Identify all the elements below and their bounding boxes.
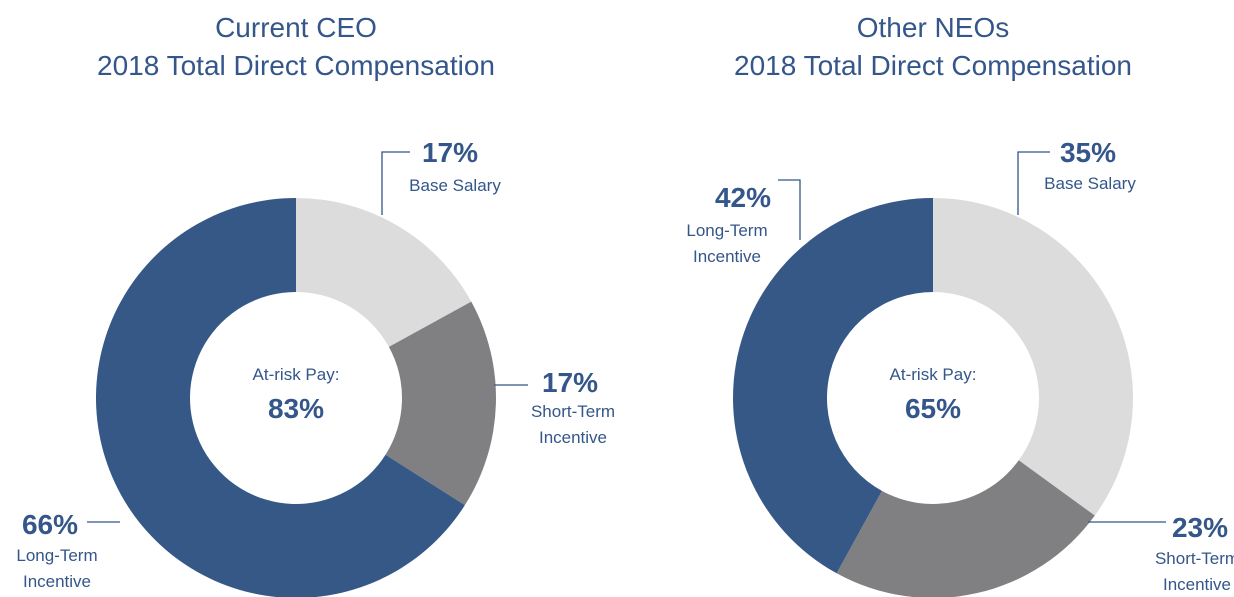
leader-line bbox=[778, 179, 801, 240]
slice-label: Long-Term Incentive bbox=[686, 221, 767, 266]
chart-title: 2018 Total Direct Compensation bbox=[734, 50, 1132, 81]
slice-label: Short-Term Incentive bbox=[1155, 549, 1234, 594]
slice-label: Short-Term Incentive bbox=[531, 402, 615, 447]
donut-slice bbox=[836, 460, 1095, 597]
donut-slice bbox=[296, 198, 472, 347]
slice-label: Long-Term Incentive bbox=[16, 546, 97, 591]
donut-slice bbox=[385, 301, 497, 506]
center-value: 83% bbox=[268, 393, 324, 424]
donut-slice bbox=[96, 198, 465, 597]
chart-title: Other NEOs bbox=[857, 12, 1009, 43]
data-label: 17% bbox=[422, 137, 478, 168]
center-value: 65% bbox=[905, 393, 961, 424]
center-label: At-risk Pay: bbox=[890, 365, 977, 384]
slice-label: Base Salary bbox=[1044, 174, 1136, 193]
data-label: 17% bbox=[542, 367, 598, 398]
chart-title: 2018 Total Direct Compensation bbox=[97, 50, 495, 81]
data-label: 42% bbox=[715, 182, 771, 213]
data-label: 66% bbox=[22, 509, 78, 540]
donut-slice bbox=[933, 198, 1133, 516]
chart-title: Current CEO bbox=[215, 12, 377, 43]
donut-slice bbox=[732, 198, 933, 574]
data-label: 35% bbox=[1060, 137, 1116, 168]
leader-line bbox=[1017, 151, 1050, 215]
slice-label: Base Salary bbox=[409, 176, 501, 195]
data-label: 23% bbox=[1172, 512, 1228, 543]
center-label: At-risk Pay: bbox=[253, 365, 340, 384]
leader-line bbox=[381, 151, 410, 215]
